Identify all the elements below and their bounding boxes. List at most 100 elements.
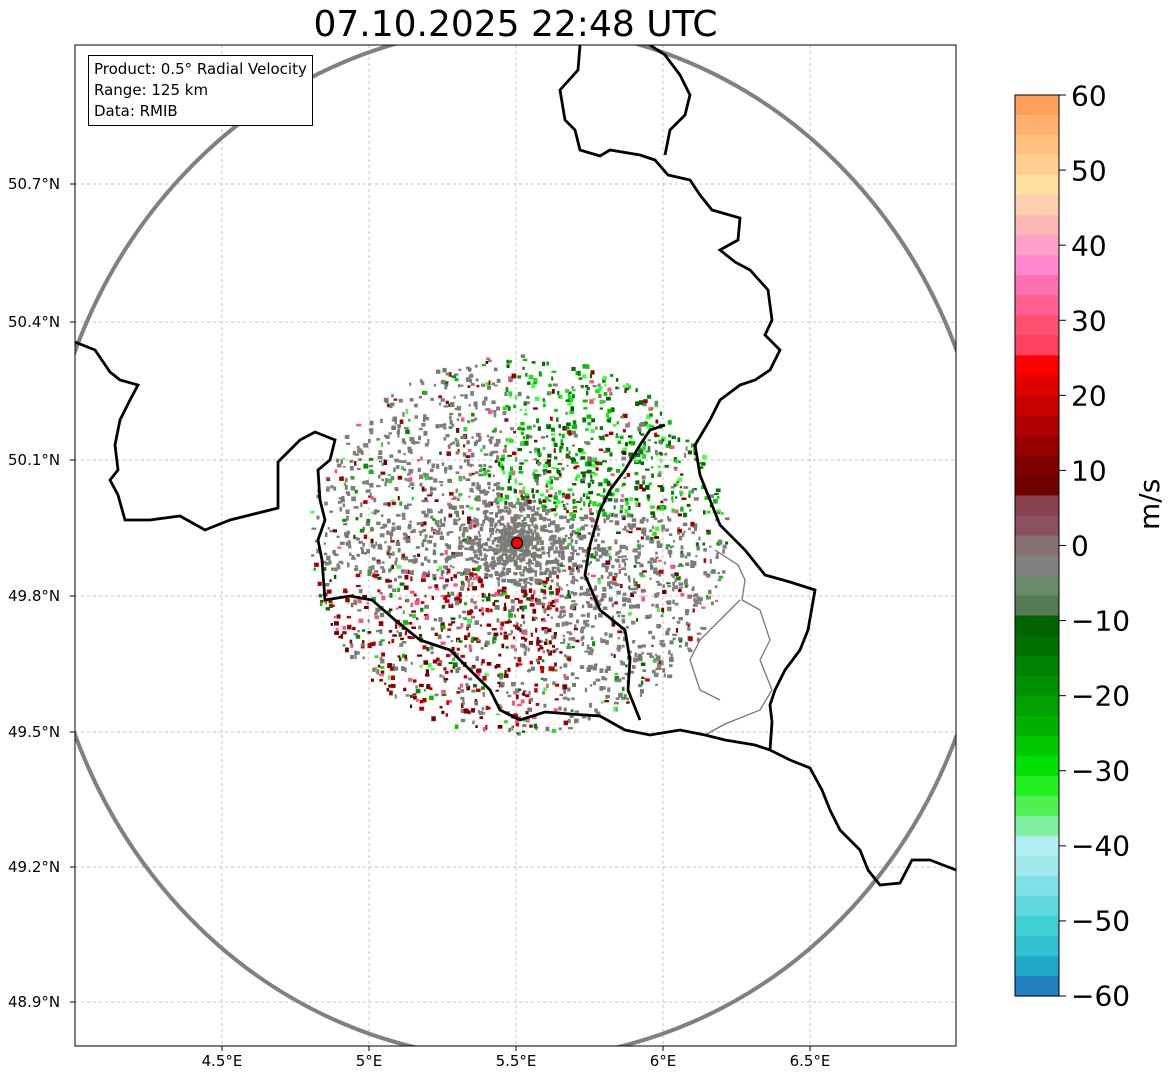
- echo-pixel: [634, 555, 639, 559]
- echo-pixel: [448, 531, 454, 534]
- echo-pixel: [481, 383, 485, 387]
- echo-pixel: [485, 548, 489, 552]
- echo-pixel: [514, 598, 520, 601]
- echo-pixel: [440, 571, 444, 577]
- echo-pixel: [650, 456, 653, 460]
- echo-pixel: [645, 678, 650, 682]
- echo-pixel: [497, 519, 502, 524]
- echo-pixel: [632, 591, 637, 594]
- echo-pixel: [460, 572, 464, 576]
- echo-pixel: [394, 694, 397, 699]
- echo-pixel: [582, 473, 586, 478]
- colorbar-tick-label: 50: [1071, 154, 1107, 188]
- echo-pixel: [446, 635, 451, 638]
- echo-pixel: [526, 492, 529, 496]
- echo-pixel: [427, 559, 431, 563]
- echo-pixel: [453, 518, 456, 523]
- echo-pixel: [542, 650, 545, 654]
- echo-pixel: [535, 554, 539, 558]
- echo-pixel: [572, 637, 576, 642]
- echo-pixel: [615, 433, 618, 436]
- echo-pixel: [624, 442, 629, 447]
- echo-pixel: [531, 383, 536, 389]
- echo-pixel: [484, 561, 488, 565]
- echo-pixel: [334, 469, 338, 474]
- echo-pixel: [525, 534, 531, 538]
- colorbar-segment: [1015, 175, 1059, 196]
- echo-pixel: [481, 686, 485, 690]
- echo-pixel: [586, 364, 590, 369]
- echo-pixel: [373, 641, 376, 646]
- echo-pixel: [422, 698, 427, 703]
- echo-pixel: [467, 582, 470, 587]
- echo-pixel: [379, 656, 383, 660]
- echo-pixel: [568, 391, 572, 395]
- echo-pixel: [571, 605, 575, 610]
- echo-pixel: [555, 648, 559, 650]
- echo-pixel: [496, 618, 500, 623]
- echo-pixel: [389, 566, 393, 571]
- echo-pixel: [422, 390, 426, 395]
- echo-pixel: [345, 647, 349, 653]
- echo-pixel: [533, 475, 538, 480]
- echo-pixel: [538, 656, 542, 660]
- echo-pixel: [414, 558, 418, 564]
- echo-pixel: [503, 631, 507, 635]
- echo-pixel: [650, 536, 654, 541]
- echo-pixel: [346, 442, 351, 445]
- echo-pixel: [603, 518, 607, 524]
- echo-pixel: [537, 601, 542, 604]
- echo-pixel: [586, 593, 592, 596]
- echo-pixel: [541, 436, 545, 439]
- echo-pixel: [494, 665, 498, 669]
- echo-pixel: [542, 691, 545, 695]
- echo-pixel: [548, 508, 554, 513]
- echo-pixel: [419, 636, 422, 640]
- echo-pixel: [671, 508, 675, 513]
- echo-pixel: [571, 600, 576, 603]
- echo-pixel: [686, 552, 691, 557]
- echo-pixel: [471, 489, 474, 493]
- echo-pixel: [499, 430, 503, 433]
- echo-pixel: [474, 605, 478, 610]
- echo-pixel: [696, 632, 702, 635]
- echo-pixel: [425, 673, 430, 677]
- echo-pixel: [394, 420, 397, 425]
- echo-pixel: [394, 487, 399, 491]
- echo-pixel: [656, 592, 660, 595]
- echo-pixel: [584, 524, 589, 527]
- echo-pixel: [347, 562, 350, 568]
- echo-pixel: [392, 551, 395, 556]
- echo-pixel: [564, 654, 567, 658]
- echo-pixel: [522, 569, 525, 574]
- echo-pixel: [507, 486, 512, 491]
- echo-pixel: [587, 422, 592, 426]
- echo-pixel: [479, 716, 484, 720]
- echo-pixel: [433, 531, 436, 535]
- echo-pixel: [403, 620, 408, 625]
- echo-pixel: [522, 724, 527, 728]
- echo-pixel: [471, 542, 476, 546]
- echo-pixel: [676, 620, 681, 624]
- echo-pixel: [594, 708, 598, 713]
- echo-pixel: [522, 486, 526, 491]
- echo-pixel: [489, 512, 494, 515]
- echo-pixel: [520, 586, 525, 592]
- echo-pixel: [625, 597, 631, 601]
- echo-pixel: [675, 459, 678, 464]
- echo-pixel: [460, 435, 465, 439]
- echo-pixel: [594, 550, 597, 556]
- echo-pixel: [537, 448, 541, 453]
- echo-pixel: [398, 632, 402, 635]
- echo-pixel: [584, 650, 589, 653]
- echo-pixel: [503, 673, 509, 678]
- echo-pixel: [494, 524, 497, 529]
- echo-pixel: [502, 470, 506, 475]
- echo-pixel: [470, 541, 474, 547]
- echo-pixel: [341, 495, 345, 501]
- echo-pixel: [541, 551, 546, 555]
- echo-pixel: [472, 720, 475, 725]
- echo-pixel: [354, 453, 360, 456]
- echo-pixel: [699, 466, 704, 469]
